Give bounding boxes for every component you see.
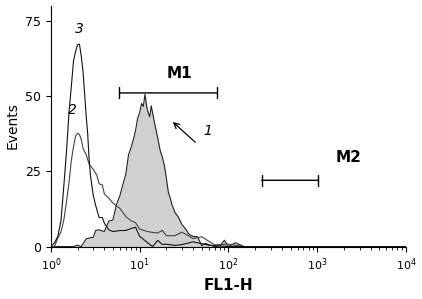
- Text: 2: 2: [68, 103, 76, 117]
- Text: M2: M2: [335, 150, 361, 165]
- Text: 3: 3: [75, 22, 84, 36]
- X-axis label: FL1-H: FL1-H: [204, 278, 253, 293]
- Text: 1: 1: [203, 124, 212, 138]
- Y-axis label: Events: Events: [5, 103, 19, 150]
- Text: M1: M1: [167, 66, 192, 81]
